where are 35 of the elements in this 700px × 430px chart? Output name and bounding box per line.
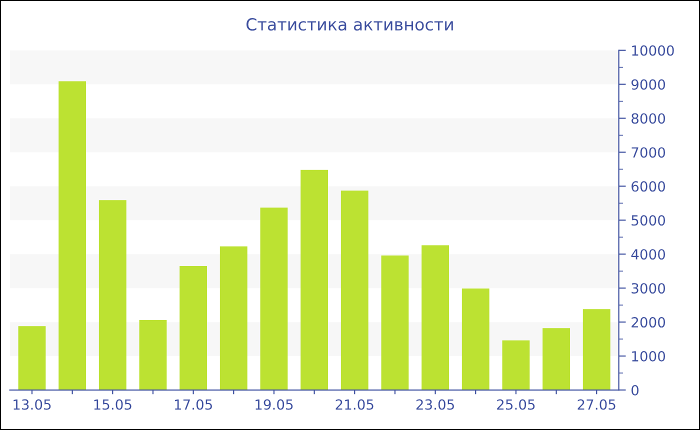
bar xyxy=(260,208,288,390)
y-tick-label: 7000 xyxy=(632,147,666,158)
y-tick-label: 2000 xyxy=(632,317,666,328)
bar xyxy=(582,309,610,390)
y-tick-label: 5000 xyxy=(632,215,666,226)
y-tick-label: 10000 xyxy=(632,45,674,56)
chart-title: Статистика активности xyxy=(246,18,453,31)
y-tick-label: 3000 xyxy=(632,283,666,294)
x-tick-label: 15.05 xyxy=(94,399,132,410)
bar xyxy=(542,328,570,390)
y-tick-label: 9000 xyxy=(631,79,666,90)
bar xyxy=(98,200,126,390)
x-tick-label: 23.05 xyxy=(416,399,454,410)
x-tick-label: 25.05 xyxy=(497,399,535,410)
x-tick-label: 13.05 xyxy=(14,399,51,410)
bar xyxy=(502,340,530,390)
y-tick-label: 8000 xyxy=(632,113,666,124)
x-tick-label: 27.05 xyxy=(578,399,616,410)
x-tick-label: 21.05 xyxy=(336,399,374,410)
y-tick-label: 4000 xyxy=(631,249,666,260)
y-tick-label: 0 xyxy=(632,384,639,396)
x-tick-label: 19.05 xyxy=(256,399,293,410)
bar xyxy=(381,255,409,390)
y-tick-label: 1000 xyxy=(632,351,666,362)
bar xyxy=(340,190,368,390)
x-tick-label: 17.05 xyxy=(174,399,212,410)
bar xyxy=(139,320,167,390)
bar xyxy=(18,326,46,390)
bar xyxy=(58,81,86,390)
bar xyxy=(462,288,490,390)
bar xyxy=(300,170,328,390)
bar xyxy=(220,246,248,390)
y-tick-label: 6000 xyxy=(632,181,666,192)
bar xyxy=(422,245,450,390)
bar xyxy=(180,266,208,390)
